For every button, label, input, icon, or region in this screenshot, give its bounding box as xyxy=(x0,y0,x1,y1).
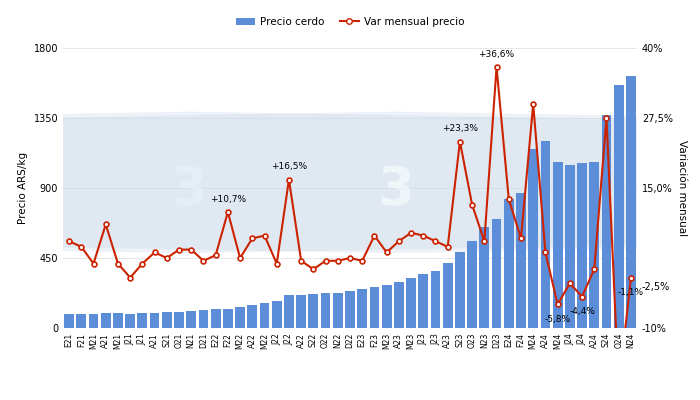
Bar xyxy=(565,165,575,328)
Bar xyxy=(296,294,306,328)
Bar xyxy=(357,290,367,328)
Text: +23,3%: +23,3% xyxy=(442,124,478,133)
Polygon shape xyxy=(0,112,700,253)
Polygon shape xyxy=(0,112,700,253)
Bar xyxy=(345,292,355,328)
Bar xyxy=(516,193,526,328)
Bar xyxy=(76,314,86,328)
Bar xyxy=(64,314,74,328)
Bar xyxy=(199,310,209,328)
Bar xyxy=(394,282,404,328)
Bar xyxy=(272,301,281,328)
Bar xyxy=(162,312,172,328)
Bar xyxy=(284,295,294,328)
Bar xyxy=(150,313,160,328)
Bar xyxy=(333,292,343,328)
Bar xyxy=(235,306,245,328)
Bar xyxy=(430,271,440,328)
Text: +10,7%: +10,7% xyxy=(210,195,246,204)
Bar xyxy=(247,305,257,328)
Bar xyxy=(504,199,514,328)
Bar xyxy=(491,219,501,328)
Bar xyxy=(125,314,135,328)
Bar xyxy=(370,287,379,328)
Bar xyxy=(137,313,147,328)
Bar xyxy=(455,252,465,328)
Bar xyxy=(186,311,196,328)
Bar xyxy=(101,313,111,328)
Bar xyxy=(589,162,599,328)
Text: +36,6%: +36,6% xyxy=(479,50,514,59)
Text: -5,8%: -5,8% xyxy=(545,314,570,324)
Text: -20,7%: -20,7% xyxy=(0,399,1,400)
Bar xyxy=(553,162,563,328)
Bar xyxy=(578,163,587,328)
Bar xyxy=(260,303,270,328)
Bar xyxy=(321,294,330,328)
Text: 3: 3 xyxy=(377,164,414,216)
Bar xyxy=(406,278,416,328)
Bar xyxy=(528,149,538,328)
Bar xyxy=(480,227,489,328)
Bar xyxy=(89,314,99,328)
Bar xyxy=(382,285,391,328)
Bar xyxy=(419,274,428,328)
Bar xyxy=(113,313,122,328)
Bar xyxy=(467,241,477,328)
Bar xyxy=(309,294,318,328)
Text: -4,4%: -4,4% xyxy=(569,307,595,316)
Bar xyxy=(174,312,184,328)
Y-axis label: Precio ARS/kg: Precio ARS/kg xyxy=(18,152,28,224)
Legend: Precio cerdo, Var mensual precio: Precio cerdo, Var mensual precio xyxy=(236,17,464,27)
Text: -1,1%: -1,1% xyxy=(618,288,644,297)
Bar xyxy=(601,115,611,328)
Bar xyxy=(223,308,233,328)
Y-axis label: Variación mensual: Variación mensual xyxy=(677,140,687,236)
Bar xyxy=(626,76,636,328)
Text: 3: 3 xyxy=(171,164,208,216)
Bar xyxy=(211,309,220,328)
Text: +16,5%: +16,5% xyxy=(271,162,307,171)
Bar xyxy=(540,141,550,328)
Bar xyxy=(614,85,624,328)
Bar xyxy=(443,263,453,328)
